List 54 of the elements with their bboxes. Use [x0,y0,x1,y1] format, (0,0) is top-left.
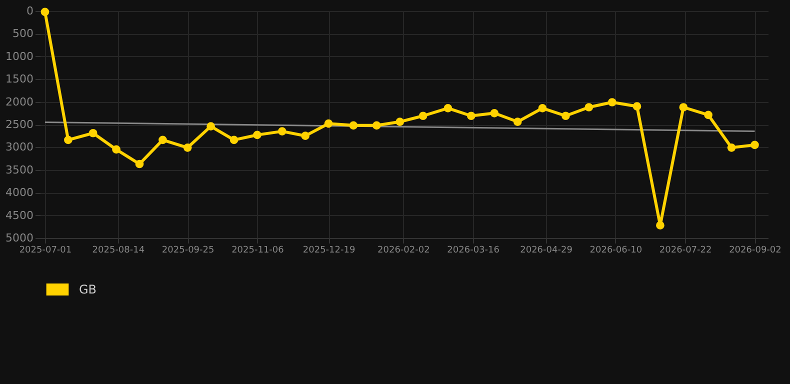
point [301,132,310,140]
y-tick-label: 0 [26,4,34,18]
y-tick-label: 1000 [6,50,34,63]
x-tick-label: 2025-08-14 [92,246,145,256]
point [562,112,570,120]
y-tick-label: 3500 [6,163,34,176]
x-tick-label: 2025-07-01 [19,246,72,256]
point [372,121,381,130]
x-tick-label: 2026-06-10 [590,246,642,256]
point [444,104,452,112]
y-tick-label: 500 [12,27,34,40]
point [158,136,167,144]
x-tick-label: 2026-07-22 [659,246,712,256]
point [584,103,594,112]
point [40,8,50,16]
point [538,104,547,112]
y-tick-label: 4500 [6,208,34,222]
point [206,122,215,130]
point [418,112,428,120]
y-tick-label: 5000 [6,232,34,244]
point [253,130,262,140]
point [349,121,358,130]
y-tick-label: 4000 [6,186,34,200]
point [513,118,522,126]
x-tick-label: 2026-09-02 [729,246,782,256]
x-tick-label: 2026-03-16 [447,246,500,256]
point [324,119,333,128]
point [278,127,286,136]
x-tick-label: 2026-04-29 [520,246,573,256]
x-tick-label: 2026-02-02 [378,246,430,256]
legend-label: GB [79,282,97,296]
point [64,136,72,144]
point [490,108,499,118]
point [704,110,712,120]
y-tick-label: 2500 [6,118,34,131]
y-tick-label: 2000 [6,95,34,108]
point [466,112,476,120]
x-tick-label: 2025-11-06 [232,246,284,256]
point [88,128,98,138]
point [112,145,120,154]
y-tick-label: 3000 [6,140,34,154]
point [230,136,238,144]
point [396,118,404,126]
y-tick-label: 1500 [6,72,34,86]
point [632,102,642,111]
x-tick-label: 2025-09-25 [162,246,214,256]
x-tick-label: 2025-12-19 [302,246,356,256]
point [679,103,688,112]
point [750,140,759,150]
point [656,221,664,230]
point [135,160,144,168]
point [727,143,736,152]
point [183,143,192,152]
point [608,98,616,106]
